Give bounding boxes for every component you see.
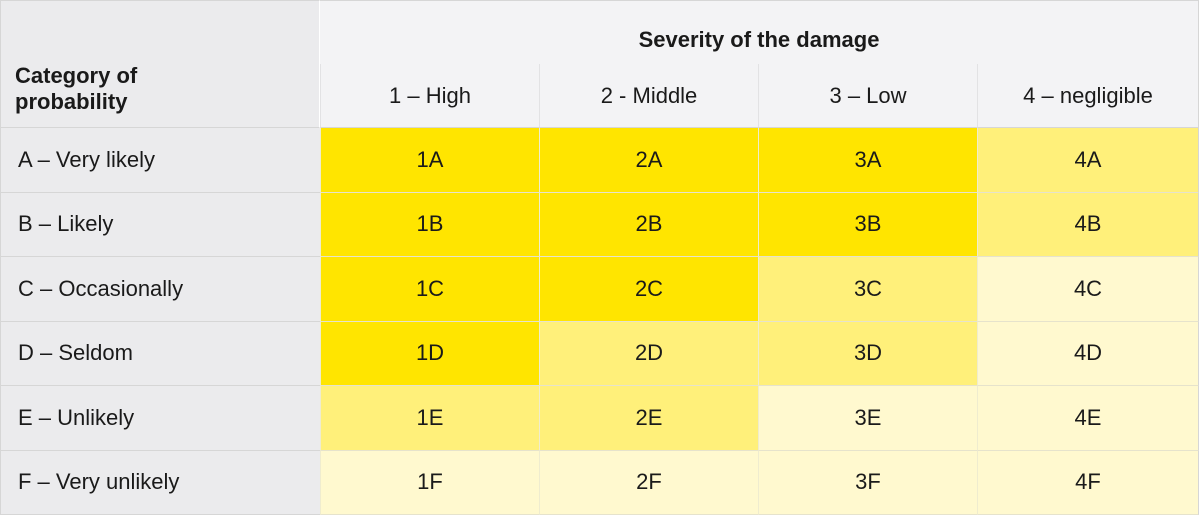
column-header-middle: 2 - Middle [539,64,758,128]
risk-cell-3d: 3D [758,321,977,386]
risk-cell-4b: 4B [977,192,1199,257]
risk-cell-1a: 1A [320,128,539,193]
risk-cell-2f: 2F [539,450,758,515]
risk-cell-2d: 2D [539,321,758,386]
risk-cell-4d: 4D [977,321,1199,386]
risk-cell-2c: 2C [539,257,758,322]
risk-cell-1e: 1E [320,386,539,451]
category-of-probability-header: Category of probability [0,0,320,128]
column-header-low: 3 – Low [758,64,977,128]
row-header-c: C – Occasionally [0,257,320,322]
risk-cell-1b: 1B [320,192,539,257]
risk-cell-3b: 3B [758,192,977,257]
row-header-d: D – Seldom [0,321,320,386]
row-header-b: B – Likely [0,192,320,257]
risk-cell-2e: 2E [539,386,758,451]
risk-cell-3e: 3E [758,386,977,451]
risk-cell-1c: 1C [320,257,539,322]
row-header-f: F – Very unlikely [0,450,320,515]
column-header-negligible: 4 – negligible [977,64,1199,128]
risk-cell-3a: 3A [758,128,977,193]
corner-label-line1: Category of [15,63,138,88]
row-header-e: E – Unlikely [0,386,320,451]
risk-cell-1f: 1F [320,450,539,515]
risk-cell-4c: 4C [977,257,1199,322]
risk-cell-1d: 1D [320,321,539,386]
risk-cell-4f: 4F [977,450,1199,515]
risk-cell-4e: 4E [977,386,1199,451]
risk-cell-2a: 2A [539,128,758,193]
risk-cell-2b: 2B [539,192,758,257]
corner-label-line2: probability [15,89,128,114]
risk-cell-4a: 4A [977,128,1199,193]
risk-cell-3c: 3C [758,257,977,322]
column-header-high: 1 – High [320,64,539,128]
severity-header: Severity of the damage [320,0,1199,64]
row-header-a: A – Very likely [0,128,320,193]
risk-cell-3f: 3F [758,450,977,515]
